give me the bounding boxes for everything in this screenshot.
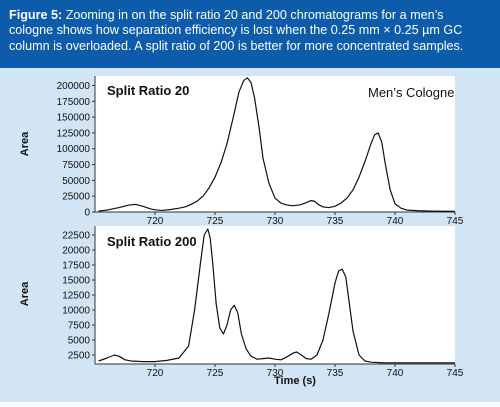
y-tick-label: 0	[84, 208, 90, 219]
y-tick-label: 125000	[57, 128, 91, 139]
y-tick-label: 20000	[62, 246, 90, 257]
y-tick-label: 175000	[57, 97, 91, 108]
plot-background	[95, 76, 455, 212]
y-tick-label: 50000	[62, 176, 90, 187]
caption-text: Zooming in on the split ratio 20 and 200…	[9, 8, 464, 53]
y-tick-label: 17500	[62, 261, 90, 272]
y-tick-label: 2500	[68, 351, 91, 362]
y-tick-label: 10000	[62, 306, 90, 317]
y-tick-label: 100000	[57, 144, 91, 155]
y-tick-label: 5000	[68, 336, 91, 347]
y-axis-title: Area	[19, 281, 31, 306]
y-tick-label: 7500	[68, 321, 91, 332]
panel-annotation: Men’s Cologne	[368, 85, 454, 100]
plot-area: 720 725 730 735 740 745 0 25000 50000 75000 100000…	[0, 68, 500, 402]
x-tick-label: 740	[387, 368, 404, 379]
series-line	[98, 228, 455, 364]
y-tick-label: 22500	[62, 231, 90, 242]
chart-panel-split-ratio-200: 720 725 730 735 740 745 2500 5000 7500 10000 12500…	[19, 226, 464, 387]
plot-background	[95, 226, 455, 364]
x-tick-label: 745	[447, 216, 464, 227]
figure-caption: Figure 5: Zooming in on the split ratio …	[0, 0, 500, 68]
y-tick-label: 75000	[62, 160, 90, 171]
x-tick-label: 725	[207, 216, 224, 227]
y-tick-label: 150000	[57, 113, 91, 124]
series-line	[98, 77, 456, 212]
x-tick-label: 745	[447, 368, 464, 379]
x-tick-label: 720	[147, 216, 164, 227]
y-tick-label: 200000	[57, 81, 91, 92]
y-tick-label: 25000	[62, 192, 90, 203]
caption-lead: Figure 5:	[9, 8, 63, 22]
y-tick-label: 15000	[62, 276, 90, 287]
chart-panel-split-ratio-20: 720 725 730 735 740 745 0 25000 50000 75000 100000…	[19, 76, 464, 237]
x-tick-label: 730	[267, 368, 284, 379]
x-tick-label: 725	[207, 368, 224, 379]
chart-svg: 720 725 730 735 740 745 0 25000 50000 75000 100000…	[19, 76, 464, 387]
x-tick-label: 730	[267, 216, 284, 227]
panel-title: Split Ratio 200	[107, 234, 197, 249]
x-tick-label: 740	[387, 216, 404, 227]
y-tick-label: 12500	[62, 291, 90, 302]
y-axis-title: Area	[19, 131, 31, 156]
panel-title: Split Ratio 20	[107, 83, 189, 98]
x-tick-label: 735	[327, 216, 344, 227]
x-axis-title: Time (s)	[274, 375, 316, 387]
x-tick-label: 720	[147, 368, 164, 379]
x-tick-label: 735	[327, 368, 344, 379]
